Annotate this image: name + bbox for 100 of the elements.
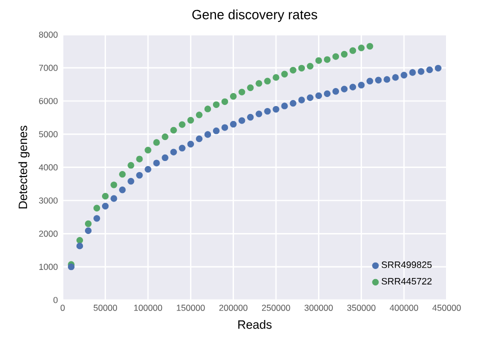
point xyxy=(290,100,296,107)
point xyxy=(375,76,382,84)
point xyxy=(128,178,134,185)
point xyxy=(238,88,246,96)
point xyxy=(162,133,168,140)
point xyxy=(332,88,340,95)
point xyxy=(221,98,228,106)
y-tick-label: 1000 xyxy=(39,264,58,270)
point xyxy=(178,144,186,152)
point xyxy=(281,102,288,110)
point xyxy=(136,156,143,162)
point xyxy=(272,106,280,113)
point xyxy=(178,121,186,128)
legend-label: SRR445722 xyxy=(382,278,432,285)
x-tick-label: 50000 xyxy=(94,304,118,311)
point xyxy=(102,202,109,210)
point xyxy=(256,110,262,118)
point xyxy=(68,264,75,270)
point xyxy=(204,131,212,138)
point xyxy=(196,112,203,118)
point xyxy=(315,92,322,100)
point xyxy=(366,42,374,50)
y-tick-label: 2000 xyxy=(39,230,58,237)
point xyxy=(153,160,160,166)
point xyxy=(144,166,152,173)
point xyxy=(136,172,143,179)
point xyxy=(306,62,314,70)
point xyxy=(358,82,365,88)
legend-label: SRR499825 xyxy=(382,261,432,268)
point xyxy=(144,146,152,154)
point xyxy=(162,154,168,162)
y-tick-label: 0 xyxy=(53,296,58,304)
point xyxy=(315,57,322,64)
y-tick-label: 5000 xyxy=(39,131,58,138)
point xyxy=(298,64,305,72)
y-tick-label: 7000 xyxy=(39,64,58,71)
x-tick-label: 100000 xyxy=(134,304,162,311)
point xyxy=(409,69,416,76)
y-axis-title: Detected genes xyxy=(18,126,30,208)
point xyxy=(110,182,118,188)
x-tick-label: 250000 xyxy=(262,304,290,311)
point xyxy=(153,139,160,146)
point xyxy=(221,124,228,131)
point xyxy=(102,192,109,200)
point xyxy=(238,117,246,124)
point xyxy=(230,120,237,128)
point xyxy=(264,78,271,84)
x-tick-label: 300000 xyxy=(304,304,333,311)
point xyxy=(119,170,126,178)
point xyxy=(340,86,348,92)
point xyxy=(93,215,100,222)
point xyxy=(76,242,84,250)
point xyxy=(196,135,203,142)
x-tick-label: 350000 xyxy=(347,304,376,311)
x-tick-label: 400000 xyxy=(390,304,418,311)
point xyxy=(187,140,194,148)
point xyxy=(187,116,194,124)
point xyxy=(400,72,408,78)
point xyxy=(434,64,442,72)
point xyxy=(170,126,177,134)
point xyxy=(264,108,271,115)
point xyxy=(392,74,399,81)
point xyxy=(84,227,92,234)
point xyxy=(349,47,356,54)
point xyxy=(212,101,220,108)
point xyxy=(119,186,126,194)
point xyxy=(204,106,212,112)
x-tick-label: 200000 xyxy=(219,304,248,311)
point xyxy=(306,94,314,102)
point xyxy=(281,70,288,78)
chart-title: Gene discovery rates xyxy=(192,10,318,22)
point xyxy=(272,74,280,81)
y-tick-label: 8000 xyxy=(39,32,58,38)
point xyxy=(76,236,84,244)
point xyxy=(298,96,305,104)
point xyxy=(340,50,348,58)
point xyxy=(349,84,356,90)
point xyxy=(290,66,296,74)
y-tick-label: 6000 xyxy=(39,98,58,104)
point xyxy=(212,128,220,134)
y-tick-label: 4000 xyxy=(38,164,58,170)
point xyxy=(384,76,390,83)
point xyxy=(110,195,118,202)
point xyxy=(418,68,424,75)
point xyxy=(324,90,331,98)
point xyxy=(170,148,177,156)
point xyxy=(128,162,134,169)
point xyxy=(256,80,262,87)
point xyxy=(426,66,433,74)
x-axis-title: Reads xyxy=(238,320,272,329)
point xyxy=(93,204,100,212)
point xyxy=(366,78,374,84)
point xyxy=(230,93,237,100)
point xyxy=(358,44,365,52)
point xyxy=(247,114,254,121)
x-tick-label: 450000 xyxy=(432,304,461,311)
x-tick-label: 150000 xyxy=(176,304,205,311)
point xyxy=(84,220,92,228)
point xyxy=(324,56,331,63)
point xyxy=(332,53,340,60)
